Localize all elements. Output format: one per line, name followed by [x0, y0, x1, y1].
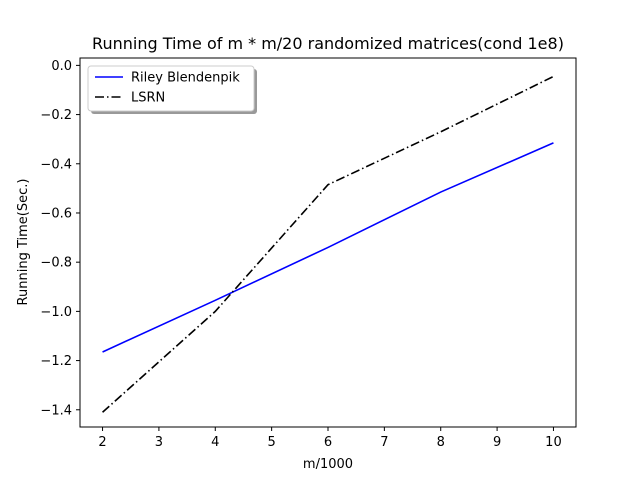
- y-tick-label: −0.2: [40, 108, 72, 123]
- y-tick-label: −0.8: [40, 256, 72, 271]
- y-axis: 0.0 −0.2 −0.4 −0.6 −0.8 −1.0 −1.2 −1.4: [40, 59, 80, 418]
- y-tick-label: −0.6: [40, 206, 72, 221]
- y-tick-label: −1.0: [40, 305, 72, 320]
- x-tick-label: 8: [437, 435, 445, 450]
- legend: Riley Blendenpik LSRN: [87, 65, 257, 114]
- x-tick-label: 4: [211, 435, 219, 450]
- x-tick-label: 2: [98, 435, 106, 450]
- series-line-2: [102, 75, 554, 413]
- chart-title: Running Time of m * m/20 randomized matr…: [92, 34, 564, 53]
- series-layer: [102, 75, 554, 413]
- x-axis-label: m/1000: [303, 457, 353, 472]
- x-tick-label: 3: [155, 435, 163, 450]
- x-tick-label: 6: [324, 435, 332, 450]
- legend-label-1: Riley Blendenpik: [131, 71, 240, 86]
- y-axis-label: Running Time(Sec.): [16, 179, 31, 306]
- x-tick-label: 10: [545, 435, 562, 450]
- x-tick-label: 7: [380, 435, 388, 450]
- x-tick-label: 9: [493, 435, 501, 450]
- y-tick-label: −1.4: [40, 403, 72, 418]
- y-tick-label: −1.2: [40, 354, 72, 369]
- legend-box: [87, 65, 255, 112]
- series-line-1: [102, 142, 554, 353]
- y-tick-label: −0.4: [40, 157, 72, 172]
- x-tick-label: 5: [267, 435, 275, 450]
- y-tick-label: 0.0: [51, 59, 72, 74]
- legend-label-2: LSRN: [131, 91, 165, 106]
- x-axis: 2 3 4 5 6 7 8 9 10: [98, 427, 562, 450]
